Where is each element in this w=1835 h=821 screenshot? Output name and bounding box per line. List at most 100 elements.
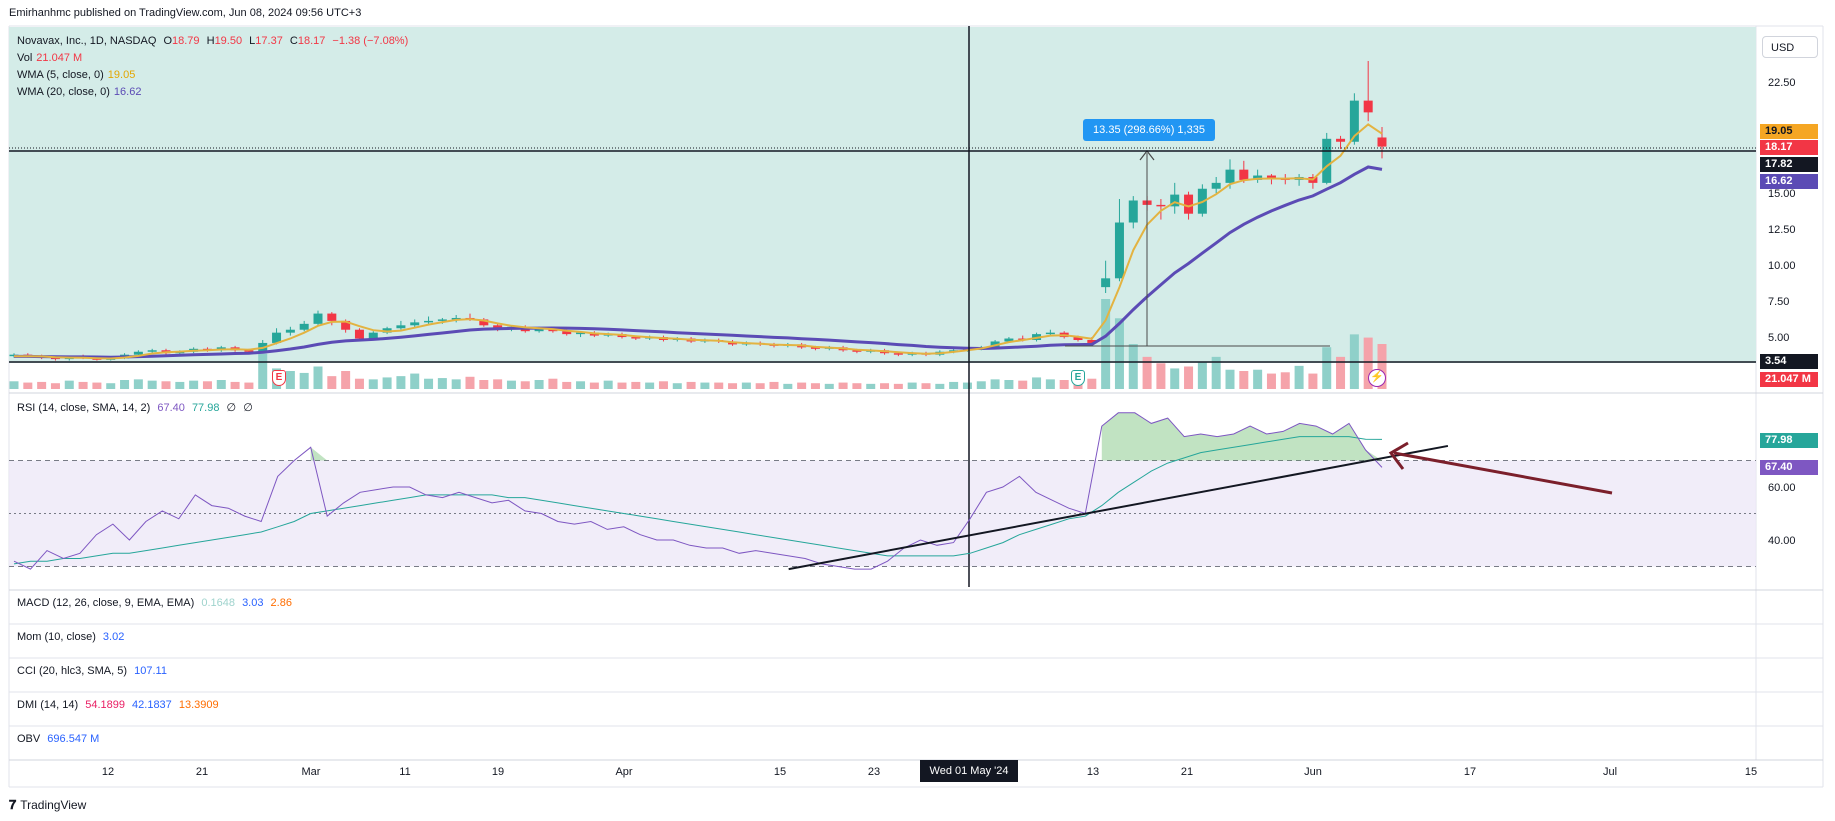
wma20-legend: WMA (20, close, 0) 16.62	[17, 86, 145, 98]
candle[interactable]	[147, 348, 157, 354]
volume-bar	[617, 382, 627, 389]
wma5-price-tag: 19.05	[1760, 124, 1818, 139]
volume-bar	[714, 382, 724, 389]
candle-body	[1239, 169, 1249, 180]
candle[interactable]	[1253, 169, 1263, 183]
candle[interactable]	[1128, 196, 1138, 229]
volume-value: 21.047 M	[36, 52, 83, 64]
volume-bar	[396, 376, 406, 389]
volume-bar	[120, 380, 130, 389]
candle[interactable]	[451, 315, 461, 323]
candle-body	[285, 329, 295, 333]
volume-bar	[1239, 371, 1249, 389]
volume-bar	[1032, 377, 1042, 389]
volume-bar	[437, 378, 447, 389]
volume-bar	[949, 381, 959, 389]
volume-bar	[1197, 362, 1207, 389]
candle[interactable]	[396, 320, 406, 330]
annotation-arrow[interactable]	[1388, 441, 1613, 495]
volume-bar	[658, 381, 668, 389]
rsi-band-lines	[9, 460, 1756, 567]
candle[interactable]	[272, 328, 282, 345]
volume-bar	[962, 382, 972, 389]
close-label: C	[289, 35, 298, 47]
candle[interactable]	[1363, 60, 1373, 122]
volume-bar	[424, 378, 434, 389]
high-label: H	[206, 35, 215, 47]
volume-bar	[1225, 369, 1235, 389]
volume-bar	[1128, 344, 1138, 389]
candle-body	[1170, 194, 1180, 207]
volume-bar	[1114, 318, 1124, 389]
volume-bar	[161, 381, 171, 389]
candle[interactable]	[382, 326, 392, 335]
candle[interactable]	[1156, 199, 1166, 220]
candle[interactable]	[299, 320, 309, 332]
candle[interactable]	[327, 312, 337, 326]
volume-bar	[465, 376, 475, 389]
currency-selector[interactable]: USD	[1762, 36, 1818, 58]
mom-label: Mom (10, close)	[17, 631, 96, 643]
candle[interactable]	[1322, 132, 1332, 185]
macd-label: MACD (12, 26, close, 9, EMA, EMA)	[17, 597, 195, 609]
volume-bar	[576, 381, 586, 389]
dmi-adx: 13.3909	[178, 699, 219, 711]
earnings-marker[interactable]: E	[1071, 370, 1085, 386]
cci-legend: CCI (20, hlc3, SMA, 5) 107.11	[17, 665, 171, 677]
volume-bar	[216, 380, 226, 389]
candle[interactable]	[1211, 176, 1221, 194]
earnings-marker[interactable]: E	[272, 370, 286, 386]
candle[interactable]	[1170, 182, 1180, 214]
candle-body	[451, 317, 461, 320]
rsi-bb-lower: ∅	[243, 402, 253, 414]
price-tick: 10.00	[1768, 260, 1796, 272]
candle-body	[1045, 332, 1055, 335]
candle-body	[1349, 100, 1359, 142]
volume-bar	[686, 381, 696, 389]
close-value: 18.17	[297, 35, 326, 47]
time-tick: 15	[773, 766, 787, 778]
volume-bar	[797, 382, 807, 389]
candle[interactable]	[1114, 199, 1124, 282]
candle-body	[1266, 175, 1276, 179]
symbol-name: Novavax, Inc., 1D, NASDAQ	[17, 35, 157, 47]
candle[interactable]	[479, 317, 489, 327]
volume-bar	[1101, 299, 1111, 389]
candle[interactable]	[1336, 135, 1346, 150]
wma5-label: WMA (5, close, 0)	[17, 69, 104, 81]
volume-legend: Vol 21.047 M	[17, 52, 86, 64]
volume-bar	[728, 383, 738, 389]
candle-body	[133, 351, 143, 355]
dividend-lightning-icon[interactable]: ⚡	[1368, 369, 1386, 387]
candle[interactable]	[1239, 160, 1249, 183]
candle-body	[244, 350, 254, 352]
volume-bar	[1184, 366, 1194, 389]
price-tick: 12.50	[1768, 224, 1796, 236]
volume-bar	[37, 381, 47, 389]
volume-bar	[1211, 356, 1221, 389]
candle[interactable]	[1101, 260, 1111, 294]
tradingview-logo-icon: 𝟕	[9, 797, 17, 812]
candle-body	[1225, 169, 1235, 183]
candle-body	[1073, 337, 1083, 340]
candle-body	[852, 350, 862, 352]
candle-body	[1253, 175, 1263, 180]
candle-body	[382, 328, 392, 333]
volume-bar	[741, 382, 751, 389]
time-tick: Mar	[301, 766, 321, 778]
candle[interactable]	[1377, 127, 1387, 159]
volume-bar	[285, 371, 295, 389]
low-value: 17.37	[255, 35, 283, 47]
candle-body	[368, 332, 378, 339]
measure-label: 13.35 (298.66%) 1,335	[1083, 119, 1215, 141]
volume-bar	[880, 383, 890, 389]
footer-brand[interactable]: 𝟕 TradingView	[9, 797, 86, 813]
rsi-trendline[interactable]	[788, 444, 1449, 571]
mom-value: 3.02	[102, 631, 125, 643]
rsi-overbought-fill	[310, 412, 1383, 461]
rsi-tag: 67.40	[1760, 460, 1818, 475]
candle[interactable]	[285, 326, 295, 336]
candle-body	[1363, 100, 1373, 113]
candle[interactable]	[313, 310, 323, 326]
